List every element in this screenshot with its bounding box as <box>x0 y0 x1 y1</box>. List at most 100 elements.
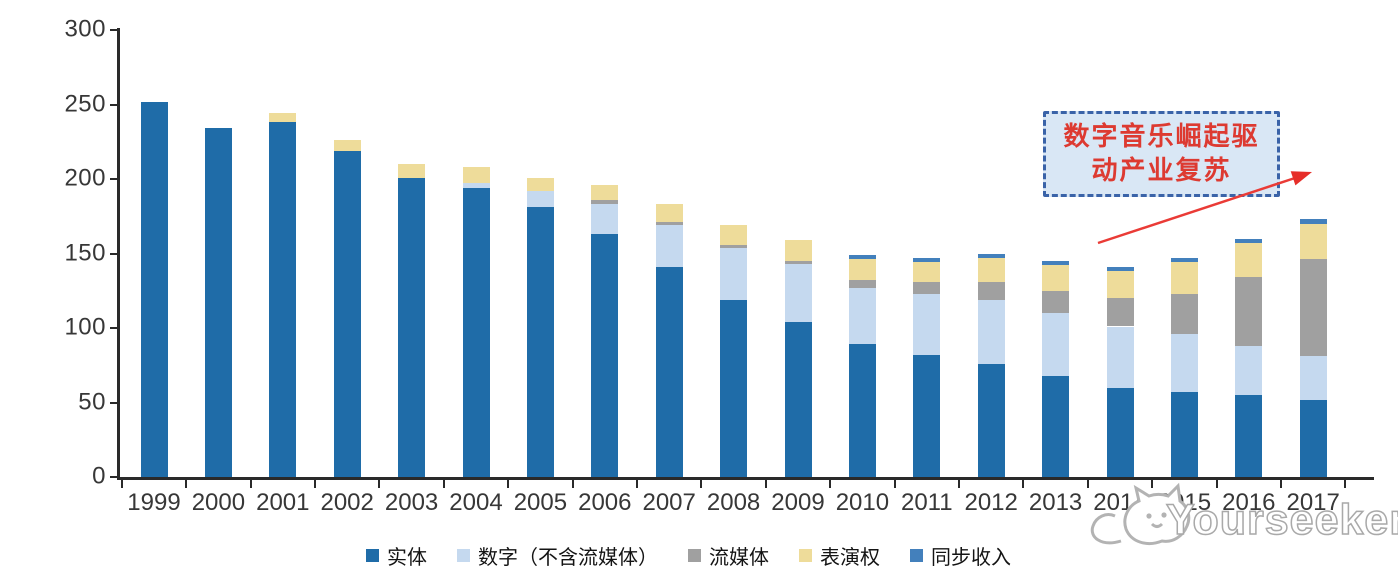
bar-segment-2005 <box>526 207 554 477</box>
bar-segment-2013 <box>1042 260 1070 266</box>
x-axis-tick-label: 2008 <box>706 489 761 516</box>
bar-segment-2004 <box>462 167 490 184</box>
bar-segment-2015 <box>1170 392 1198 477</box>
bar-segment-2010 <box>848 259 876 281</box>
legend-label: 实体 <box>387 545 427 569</box>
y-axis-tick-label: 300 <box>64 15 106 43</box>
bar-segment-2005 <box>526 177 554 191</box>
x-axis-tick <box>1344 480 1347 488</box>
x-axis-tick-label: 2016 <box>1222 489 1276 516</box>
y-axis-tick-label: 100 <box>64 313 106 341</box>
watermark-text: Yourseeker <box>1165 495 1398 545</box>
bar-segment-2013 <box>1042 265 1070 291</box>
x-axis-tick <box>185 480 188 488</box>
legend-item: 实体 <box>366 541 427 570</box>
bar-segment-2017 <box>1299 219 1327 224</box>
y-axis-tick <box>110 476 118 478</box>
bar-segment-2013 <box>1042 375 1070 477</box>
x-axis-tick-label: 2009 <box>771 489 825 516</box>
bar-segment-2007 <box>655 225 683 267</box>
bar-segment-2004 <box>462 187 490 477</box>
annotation-line2: 动产业复苏 <box>1091 156 1232 186</box>
x-axis-tick <box>1022 480 1025 488</box>
bar-segment-2012 <box>977 281 1005 300</box>
legend: 实体 数字（不含流媒体） 流媒体 表演权 同步收入 <box>366 541 1011 570</box>
bar-segment-2016 <box>1235 345 1263 396</box>
y-axis-tick-label: 250 <box>64 89 106 117</box>
bar-segment-2010 <box>848 344 876 477</box>
bar-segment-2012 <box>977 253 1005 258</box>
x-axis-tick <box>249 480 252 488</box>
bar-segment-2010 <box>848 254 876 260</box>
x-axis-tick <box>893 480 896 488</box>
bar-segment-2017 <box>1299 356 1327 400</box>
legend-label: 流媒体 <box>709 545 769 569</box>
bar-segment-2014 <box>1106 298 1134 327</box>
x-axis-tick-label: 2002 <box>320 489 374 516</box>
bar-segment-2016 <box>1235 243 1263 278</box>
bar-segment-2009 <box>784 240 812 261</box>
y-axis-tick-label: 200 <box>64 164 106 192</box>
x-axis-line <box>117 477 1374 480</box>
bar-segment-2006 <box>591 199 619 205</box>
bar-segment-2004 <box>462 183 490 188</box>
x-axis-tick <box>507 480 510 488</box>
y-axis-tick <box>110 327 118 329</box>
x-axis-tick <box>120 480 123 488</box>
x-axis-tick-label: 2006 <box>578 489 632 516</box>
x-axis-tick <box>571 480 574 488</box>
x-axis-tick <box>1086 480 1089 488</box>
bar-segment-2013 <box>1042 313 1070 376</box>
x-axis-tick-label: 1999 <box>127 489 181 516</box>
y-axis-tick-label: 50 <box>78 387 106 415</box>
x-axis-tick-label: 2003 <box>384 489 439 516</box>
y-axis-line <box>117 28 120 480</box>
bar-segment-2012 <box>977 257 1005 282</box>
bar-segment-2001 <box>269 122 297 477</box>
bar-segment-2014 <box>1106 326 1134 388</box>
bar-segment-2011 <box>913 354 941 477</box>
bar-segment-2017 <box>1299 259 1327 357</box>
x-axis-tick-label: 2001 <box>256 489 310 516</box>
x-axis-tick-label: 2012 <box>964 489 1018 516</box>
y-axis-tick-label: 0 <box>92 462 106 490</box>
bar-segment-2016 <box>1235 395 1263 477</box>
y-axis-tick <box>110 401 118 404</box>
bar-segment-2005 <box>526 190 554 208</box>
bar-segment-2000 <box>204 128 232 477</box>
x-axis-tick <box>1280 480 1282 488</box>
x-axis-tick-label: 2004 <box>449 489 503 516</box>
x-axis-tick <box>700 480 703 488</box>
legend-swatch-icon <box>688 549 701 562</box>
bar-segment-2016 <box>1235 238 1263 244</box>
legend-item: 表演权 <box>799 541 880 570</box>
legend-item: 数字（不含流媒体） <box>457 541 658 570</box>
y-axis-tick-label: 150 <box>64 238 106 266</box>
bar-segment-2010 <box>848 287 876 345</box>
x-axis-tick <box>1215 480 1218 488</box>
bar-segment-2008 <box>720 225 748 245</box>
bar-segment-2007 <box>655 204 683 223</box>
bar-segment-2006 <box>591 234 619 477</box>
bar-segment-2002 <box>333 140 361 151</box>
y-axis-tick <box>110 252 118 255</box>
x-axis-tick-label: 2007 <box>642 489 696 516</box>
x-axis-tick <box>764 480 767 488</box>
bar-segment-2017 <box>1299 223 1327 260</box>
x-axis-tick-label: 2017 <box>1286 489 1340 516</box>
x-axis-tick-label: 2010 <box>835 489 890 516</box>
bar-segment-2009 <box>784 322 812 477</box>
bar-segment-2009 <box>784 260 812 264</box>
bar-segment-2017 <box>1299 399 1327 477</box>
x-axis-tick <box>378 480 381 488</box>
bar-segment-2013 <box>1042 290 1070 314</box>
y-axis-tick <box>110 103 118 106</box>
bar-segment-2010 <box>848 280 876 288</box>
bar-segment-2009 <box>784 263 812 323</box>
bar-segment-2008 <box>720 299 748 477</box>
bar-segment-2016 <box>1235 277 1263 346</box>
legend-label: 数字（不含流媒体） <box>478 545 658 569</box>
bar-segment-2002 <box>333 150 361 477</box>
bar-segment-2011 <box>913 257 941 263</box>
